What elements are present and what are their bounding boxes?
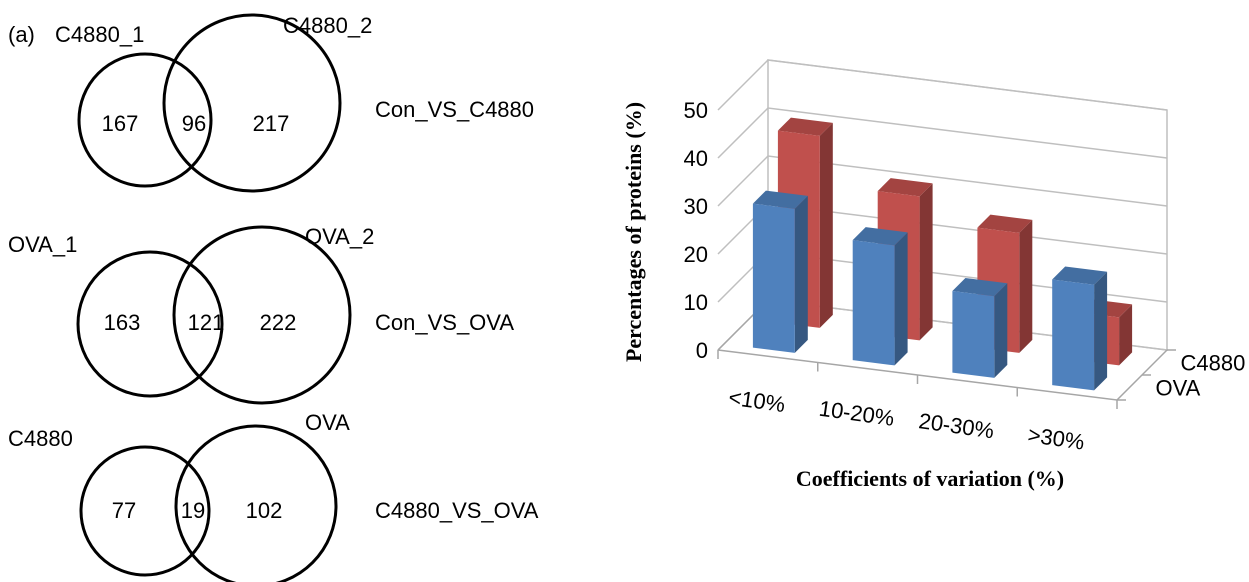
bar-top	[1052, 266, 1108, 285]
y-tick-labels: 0 10 20 30 40 50	[684, 98, 708, 363]
venn-3-comparison: C4880_VS_OVA	[375, 498, 539, 523]
bar-side	[994, 283, 1008, 378]
bar-side	[1094, 271, 1108, 391]
venn-3-left-circle	[79, 445, 211, 577]
x-tick-label: 10-20%	[817, 396, 896, 431]
chart-floor	[717, 299, 1176, 409]
venn-3-right-count: 102	[246, 498, 283, 523]
x-tick-label: 20-30%	[917, 408, 996, 443]
bar-side	[894, 232, 908, 366]
bar-ova-1	[852, 227, 908, 366]
venn-2-right-label: OVA_2	[305, 224, 374, 249]
venn-diagram-2: OVA_1 OVA_2 163 121 222 Con_VS_OVA	[8, 224, 514, 405]
x-axis-label: Coefficients of variation (%)	[796, 466, 1064, 491]
bar-ova-3	[1052, 266, 1108, 391]
bar-top	[752, 190, 808, 209]
gridline	[717, 59, 1168, 111]
venn-1-left-label: C4880_1	[55, 22, 144, 47]
series-label-c4880: C4880	[1181, 351, 1246, 376]
venn-2-left-circle	[76, 250, 224, 398]
y-tick-label: 30	[684, 194, 708, 219]
y-tick-label: 10	[684, 290, 708, 315]
bar-front	[952, 291, 995, 378]
panel-label: (a)	[8, 22, 35, 47]
venn-1-left-circle	[77, 52, 213, 188]
venn-1-left-count: 167	[102, 111, 139, 136]
bar-front	[852, 240, 895, 366]
x-tick-labels: <10% 10-20% 20-30% >30%	[727, 384, 1086, 454]
venn-1-right-label: C4880_2	[283, 13, 372, 38]
venn-1-overlap-count: 96	[182, 111, 206, 136]
venn-2-left-label: OVA_1	[8, 232, 77, 257]
bar-front	[1052, 279, 1095, 391]
venn-diagram-1: C4880_1 C4880_2 167 96 217 Con_VS_C4880	[55, 13, 534, 193]
venn-3-left-label: C4880	[8, 426, 73, 451]
gridline	[717, 107, 1168, 159]
bar-chart: 0 10 20 30 40 50 <10% 10-20% 20-30% >30% OVAC488…	[621, 59, 1246, 491]
bars-ova	[752, 190, 1108, 391]
venn-1-right-circle	[162, 13, 342, 193]
venn-2-comparison: Con_VS_OVA	[375, 310, 514, 335]
y-axis-label: Percentages of proteins (%)	[621, 102, 646, 362]
bar-side	[1119, 304, 1133, 366]
series-label-ova: OVA	[1156, 376, 1201, 401]
venn-2-overlap-count: 121	[188, 310, 225, 335]
bar-top	[852, 227, 908, 246]
y-tick-label: 50	[684, 98, 708, 123]
venn-2-left-count: 163	[104, 310, 141, 335]
venn-3-right-circle	[174, 424, 338, 582]
y-tick-label: 0	[696, 338, 708, 363]
y-tick-label: 40	[684, 146, 708, 171]
bar-ova-2	[952, 278, 1008, 378]
venn-2-right-count: 222	[260, 310, 297, 335]
bar-top	[977, 214, 1033, 233]
y-tick-label: 20	[684, 242, 708, 267]
x-tick-label: >30%	[1026, 422, 1086, 455]
venn-3-right-label: OVA	[305, 410, 350, 435]
bar-ova-0	[752, 190, 808, 353]
bar-top	[877, 178, 933, 197]
bar-side	[919, 183, 933, 341]
venn-1-comparison: Con_VS_C4880	[375, 97, 534, 122]
bar-top	[952, 278, 1008, 297]
bar-side	[819, 122, 833, 328]
venn-1-right-count: 217	[253, 111, 290, 136]
bar-top	[777, 117, 833, 136]
x-tick-label: <10%	[727, 384, 787, 417]
bar-front	[752, 203, 795, 353]
venn-2-right-circle	[172, 225, 352, 405]
gridline	[717, 155, 1168, 207]
venn-3-overlap-count: 19	[181, 498, 205, 523]
bar-side	[1019, 219, 1033, 353]
bar-side	[794, 195, 808, 353]
venn-diagram-3: C4880 OVA 77 19 102 C4880_VS_OVA	[8, 410, 539, 582]
venn-3-left-count: 77	[112, 498, 136, 523]
